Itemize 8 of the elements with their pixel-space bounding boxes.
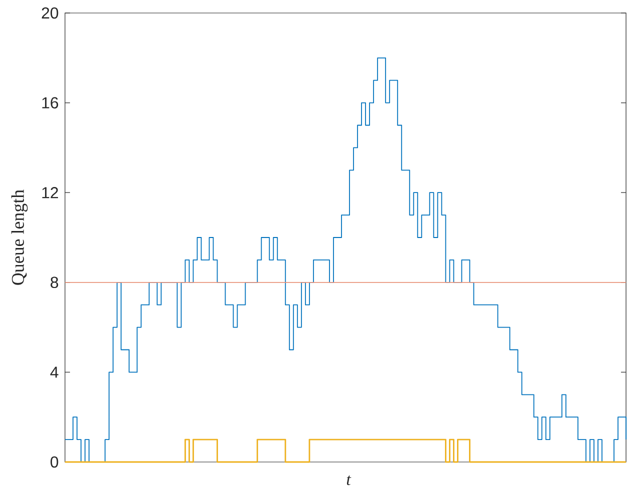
y-axis-title: Queue length <box>11 190 28 285</box>
y-tick-label: 16 <box>42 97 58 108</box>
y-tick-label: 20 <box>42 7 58 19</box>
x-axis-title: t <box>346 475 352 486</box>
y-tick-label: 8 <box>50 276 58 288</box>
y-tick-label: 0 <box>50 456 58 468</box>
y-tick-label: 12 <box>42 187 58 198</box>
y-tick-label: 4 <box>50 366 58 378</box>
